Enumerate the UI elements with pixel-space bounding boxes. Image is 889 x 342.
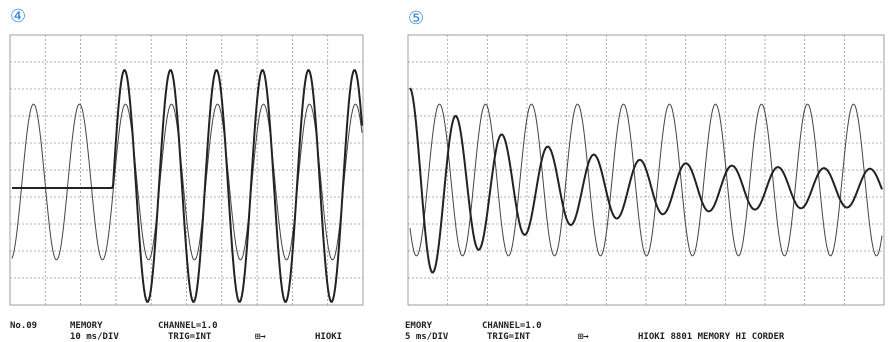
channel: CHANNEL=1.0 (482, 321, 542, 331)
panel-label: ⑤ (408, 8, 424, 29)
panel-label: ④ (10, 6, 26, 27)
timebase: 5 ms/DIV (405, 332, 449, 342)
arrow: ⊞→ (578, 332, 589, 342)
arrow: ⊞→ (255, 332, 266, 342)
page: ④ ⑤ No.09 MEMORY 10 ms/DIV CHANNEL=1.0 T… (0, 0, 889, 342)
timebase: 10 ms/DIV (70, 332, 119, 342)
brand: HIOKI 8801 MEMORY HI CORDER (638, 332, 785, 342)
trigger: TRIG=INT (487, 332, 531, 342)
brand: HIOKI (315, 332, 342, 342)
background (0, 0, 889, 342)
channel: CHANNEL=1.0 (158, 321, 218, 331)
trigger: TRIG=INT (168, 332, 212, 342)
mode: EMORY (405, 321, 433, 331)
mode: MEMORY (70, 321, 103, 331)
record-number: No.09 (10, 321, 37, 331)
